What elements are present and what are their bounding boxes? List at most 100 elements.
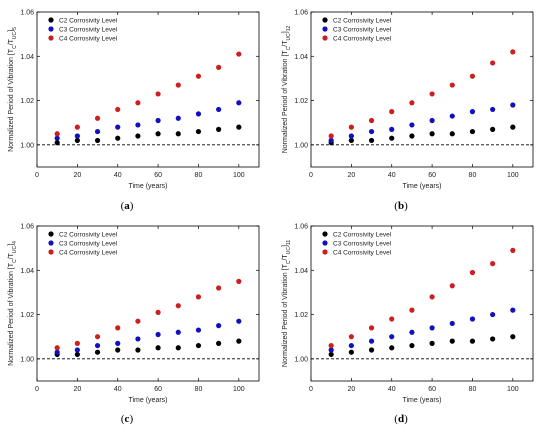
x-tick-label: 20 (73, 172, 81, 179)
data-point (236, 100, 242, 106)
data-point (54, 345, 60, 351)
y-tick-label: 1.04 (294, 268, 308, 275)
x-tick-label: 20 (73, 386, 81, 393)
data-point (449, 131, 455, 137)
data-point (409, 133, 415, 139)
data-point (135, 318, 141, 324)
data-point (409, 100, 415, 106)
data-point (429, 325, 435, 331)
panel-label-letter: c (125, 413, 130, 425)
data-point (429, 294, 435, 300)
y-tick-label: 1.00 (294, 356, 308, 363)
data-point (368, 117, 375, 124)
data-point (409, 122, 415, 128)
plot-frame (36, 225, 260, 382)
data-point (54, 135, 60, 141)
y-axis-label-part: /T (8, 38, 15, 45)
y-axis-label-part: ] (8, 30, 15, 32)
y-axis-label: Normalized Period of Vibration [TC/TUC]1… (282, 240, 292, 367)
x-tick-label: 100 (233, 386, 245, 393)
panel-label-part: ( (394, 200, 398, 212)
data-point (368, 137, 375, 144)
y-axis-label-subscript: C (286, 260, 292, 264)
data-point (155, 309, 161, 315)
x-tick-label: 20 (347, 386, 355, 393)
data-point (469, 338, 476, 344)
y-axis-label: Normalized Period of Vibration [TC/TUC]5 (8, 27, 18, 152)
chart-panel-2: 0 20 40 60 80 100 1.00 1.02 1.04 1.06 Time (years)… (282, 10, 534, 212)
y-axis-label-part: Normalized Period of Vibration [T (8, 262, 15, 366)
data-point (54, 131, 60, 137)
y-axis-label-subscript: C (12, 259, 18, 263)
data-point (469, 73, 476, 79)
y-axis-label-part: Normalized Period of Vibration [T (282, 50, 289, 154)
y-tick-label: 1.06 (294, 10, 308, 17)
data-point (389, 135, 395, 141)
x-tick-label: 60 (154, 386, 162, 393)
legend-label: C2 Corrosivity Level (333, 231, 392, 238)
data-point (115, 340, 121, 346)
data-point (216, 106, 222, 113)
data-point (328, 342, 334, 349)
data-point (368, 325, 375, 331)
y-tick-label: 1.06 (294, 224, 308, 231)
data-point (490, 60, 496, 66)
data-point (348, 137, 354, 144)
data-point (469, 316, 476, 322)
x-tick-label: 60 (428, 172, 436, 179)
data-point (115, 347, 121, 353)
y-tick-label: 1.06 (20, 10, 34, 17)
data-point (155, 331, 161, 338)
legend-label: C2 Corrosivity Level (59, 17, 118, 24)
data-point (216, 285, 222, 291)
panel-label-part: ) (130, 200, 134, 212)
x-tick-label: 100 (507, 172, 519, 179)
x-tick-label: 60 (428, 386, 436, 393)
data-point (175, 329, 181, 335)
legend-marker (48, 17, 54, 23)
panel-label-part: ( (394, 413, 398, 425)
data-point (389, 126, 395, 132)
y-tick-label: 1.00 (294, 142, 308, 149)
data-point (94, 137, 101, 144)
legend-label: C4 Corrosivity Level (333, 249, 392, 256)
legend-marker (48, 240, 54, 246)
x-tick-label: 0 (309, 386, 313, 393)
data-point (409, 342, 415, 349)
data-point (449, 82, 455, 88)
data-point (115, 135, 121, 141)
data-point (449, 283, 455, 289)
x-tick-label: 100 (233, 172, 245, 179)
data-point (469, 109, 476, 115)
panel-label: (d) (394, 413, 408, 425)
data-point (115, 124, 121, 130)
data-point (155, 117, 161, 124)
data-point (135, 336, 141, 342)
y-axis-label: Normalized Period of Vibration [TC/TUC]4 (8, 241, 18, 366)
data-point (490, 336, 496, 342)
legend-label: C3 Corrosivity Level (59, 26, 118, 33)
y-axis-label-subscript: UC (12, 31, 18, 39)
x-axis-label: Time (years) (128, 183, 167, 190)
x-tick-label: 40 (388, 172, 396, 179)
data-point (389, 334, 395, 340)
y-axis-label-part: /T (8, 252, 15, 259)
y-axis-label-part: ] (282, 245, 289, 247)
data-point (74, 351, 80, 358)
legend-marker (48, 26, 54, 32)
y-tick-label: 1.02 (294, 312, 308, 319)
data-point (236, 338, 242, 344)
data-point (195, 111, 202, 117)
y-tick-label: 1.04 (20, 54, 34, 61)
data-point (328, 133, 334, 139)
panel-label-part: ) (404, 413, 408, 425)
data-point (155, 345, 161, 351)
data-point (94, 128, 101, 135)
legend-label: C2 Corrosivity Level (59, 231, 118, 238)
x-axis-label: Time (years) (402, 183, 441, 190)
y-axis-label-subscript: 5 (12, 27, 18, 30)
data-point (175, 115, 181, 121)
x-tick-label: 40 (388, 386, 396, 393)
y-axis-label-part: ] (282, 31, 289, 33)
data-point (155, 91, 161, 97)
